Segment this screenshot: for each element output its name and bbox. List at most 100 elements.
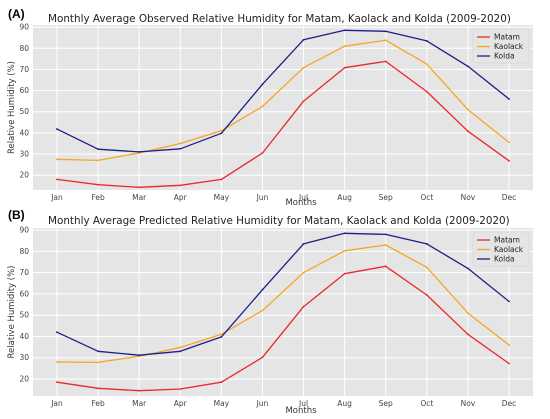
series-line-kolda [56, 232, 510, 356]
chart-panel-a: (A) Monthly Average Observed Relative Hum… [7, 7, 533, 208]
x-tick-label: Sep [379, 193, 393, 202]
x-tick-label: Nov [461, 193, 476, 202]
x-tick-label: Apr [174, 399, 188, 408]
x-tick-label: Jan [50, 193, 63, 202]
y-tick-label: 80 [19, 44, 29, 53]
x-tick-label: Dec [502, 399, 517, 408]
x-tick-label: May [214, 193, 230, 202]
chart-title: Monthly Average Predicted Relative Humid… [48, 215, 510, 227]
y-tick-label: 20 [19, 374, 29, 383]
data-point-kolda [467, 267, 469, 270]
y-axis-label: Relative Humidity (%) [7, 61, 17, 154]
data-point-matam [56, 178, 58, 181]
x-tick-label: Jul [298, 399, 308, 408]
x-tick-label: Feb [91, 399, 105, 408]
data-point-matam [220, 381, 223, 384]
data-point-matam [179, 388, 182, 390]
y-tick-label: 70 [19, 65, 29, 74]
data-point-kaolack [343, 45, 346, 48]
x-tick-label: Jun [256, 193, 269, 202]
data-point-kolda [261, 288, 264, 291]
x-tick-label: Oct [420, 193, 433, 202]
x-tick-label: Jul [298, 193, 308, 202]
data-point-kolda [302, 38, 305, 41]
data-point-kaolack [343, 249, 346, 252]
data-point-matam [508, 159, 510, 162]
y-axis-label: Relative Humidity (%) [7, 266, 17, 359]
data-point-matam [343, 66, 346, 69]
data-point-kolda [467, 65, 469, 68]
data-point-kaolack [425, 266, 428, 269]
series-line-matam [56, 60, 510, 188]
data-point-kolda [220, 335, 223, 338]
x-tick-label: Sep [379, 399, 393, 408]
data-point-matam [138, 186, 141, 189]
data-point-kaolack [302, 66, 305, 69]
x-tick-label: Nov [461, 399, 476, 408]
data-point-kaolack [179, 142, 182, 145]
data-point-kolda [508, 300, 510, 303]
data-point-kolda [425, 39, 428, 42]
data-point-kaolack [97, 361, 99, 364]
y-tick-label: 40 [19, 332, 29, 341]
series-line-kaolack [56, 39, 510, 162]
data-point-kaolack [220, 129, 223, 132]
plot-area [33, 25, 533, 190]
data-point-kolda [56, 128, 58, 130]
data-point-kaolack [261, 309, 264, 312]
legend-label: Kolda [494, 52, 515, 61]
data-point-matam [425, 90, 428, 93]
series-line-matam [56, 265, 510, 392]
data-point-matam [261, 356, 264, 359]
data-point-matam [508, 362, 510, 365]
data-point-kolda [220, 132, 223, 135]
legend-label: Matam [494, 236, 520, 245]
y-tick-label: 30 [19, 150, 29, 159]
data-point-kolda [97, 350, 99, 353]
data-point-kolda [343, 232, 346, 235]
data-point-kaolack [384, 39, 387, 42]
data-point-matam [384, 265, 387, 268]
data-point-matam [179, 184, 182, 187]
legend-label: Kaolack [494, 42, 524, 51]
data-point-kaolack [261, 105, 264, 108]
y-tick-label: 30 [19, 353, 29, 362]
data-point-matam [56, 381, 58, 384]
data-point-kaolack [508, 344, 510, 346]
panel-letter: (A) [8, 7, 25, 21]
data-point-matam [220, 178, 223, 181]
x-tick-label: Jan [50, 399, 63, 408]
y-tick-label: 60 [19, 289, 29, 298]
x-tick-label: Mar [132, 193, 147, 202]
data-point-matam [425, 294, 428, 296]
x-tick-label: Feb [91, 193, 105, 202]
data-point-kolda [138, 151, 141, 153]
series-line-kolda [56, 29, 510, 153]
y-tick-label: 60 [19, 86, 29, 95]
x-tick-label: May [214, 399, 230, 408]
data-point-kaolack [97, 159, 99, 162]
data-point-kolda [508, 98, 510, 100]
data-point-kolda [138, 354, 141, 357]
legend-label: Kolda [494, 255, 515, 264]
data-point-matam [467, 130, 469, 133]
data-point-matam [97, 183, 99, 186]
data-point-kolda [179, 147, 182, 150]
data-point-kolda [261, 83, 264, 86]
y-tick-label: 20 [19, 171, 29, 180]
data-point-kolda [425, 243, 428, 245]
y-tick-label: 50 [19, 107, 29, 116]
data-point-kaolack [56, 158, 58, 161]
panel-letter: (B) [8, 208, 25, 222]
data-point-kaolack [302, 271, 305, 274]
data-point-matam [261, 152, 264, 154]
data-point-kolda [384, 233, 387, 236]
y-tick-label: 70 [19, 268, 29, 277]
data-point-matam [138, 389, 141, 392]
data-point-kolda [343, 29, 346, 32]
y-tick-label: 40 [19, 128, 29, 137]
y-tick-label: 50 [19, 311, 29, 320]
